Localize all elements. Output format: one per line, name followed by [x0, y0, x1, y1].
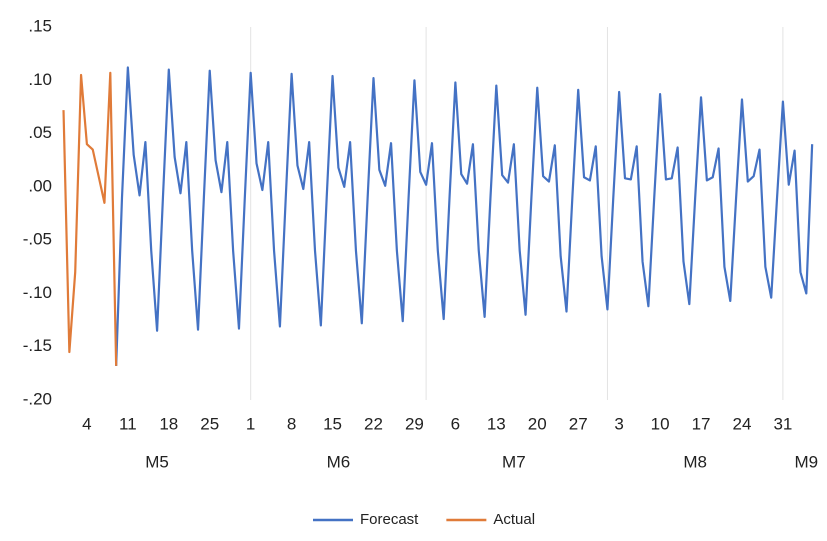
x-tick-label: 22: [364, 414, 383, 433]
y-tick-label: -.10: [23, 283, 52, 302]
x-group-label: M9: [794, 452, 818, 471]
x-tick-label: 10: [651, 414, 670, 433]
x-tick-label: 4: [82, 414, 91, 433]
legend-label: Forecast: [360, 511, 419, 528]
x-group-label: M5: [145, 452, 169, 471]
x-tick-label: 29: [405, 414, 424, 433]
series-line: [62, 71, 118, 366]
x-tick-label: 27: [569, 414, 588, 433]
x-tick-label: 15: [323, 414, 342, 433]
x-tick-label: 6: [451, 414, 460, 433]
x-tick-label: 17: [692, 414, 711, 433]
x-tick-label: 20: [528, 414, 547, 433]
x-tick-label: 25: [200, 414, 219, 433]
x-tick-label: 1: [246, 414, 255, 433]
x-tick-label: 8: [287, 414, 296, 433]
x-group-label: M6: [327, 452, 351, 471]
x-tick-label: 11: [119, 414, 137, 433]
x-group-label: M8: [683, 452, 707, 471]
x-tick-label: 3: [614, 414, 623, 433]
y-tick-label: .00: [28, 176, 52, 195]
x-group-label: M7: [502, 452, 526, 471]
y-tick-label: .10: [28, 70, 52, 89]
x-tick-label: 13: [487, 414, 506, 433]
x-tick-label: 31: [773, 414, 792, 433]
x-tick-label: 24: [733, 414, 752, 433]
y-tick-label: -.20: [23, 389, 52, 408]
x-tick-label: 18: [159, 414, 178, 433]
y-tick-label: -.05: [23, 230, 52, 249]
legend-label: Actual: [493, 511, 535, 528]
series-line: [115, 66, 814, 366]
y-tick-label: -.15: [23, 336, 52, 355]
y-tick-label: .15: [28, 16, 52, 35]
legend: Forecast Actual: [313, 511, 535, 528]
y-tick-label: .05: [28, 123, 52, 142]
